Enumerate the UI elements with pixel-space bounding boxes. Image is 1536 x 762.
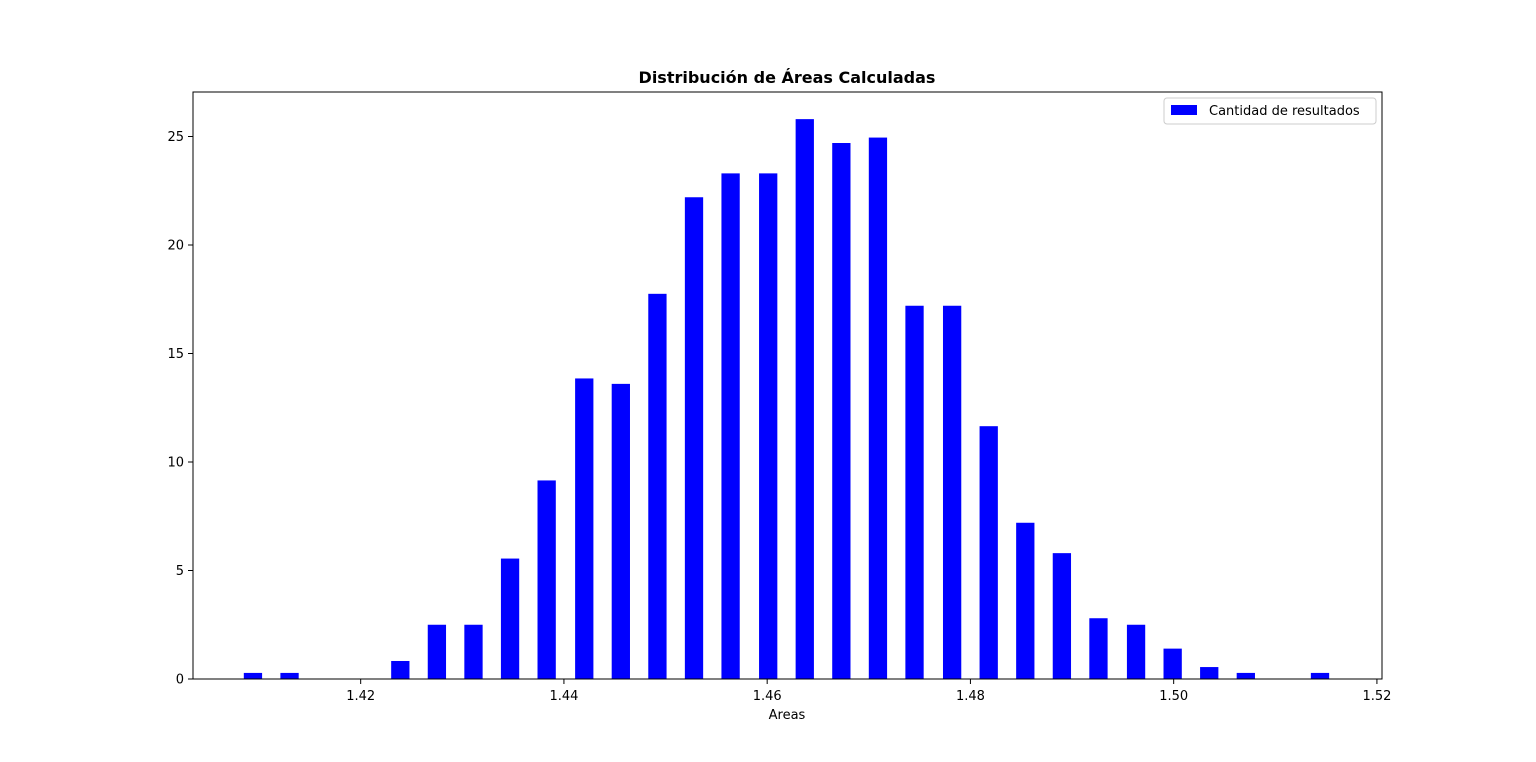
x-tick-label: 1.48 xyxy=(956,689,985,704)
bar xyxy=(427,624,447,679)
bar xyxy=(1089,618,1108,679)
bar xyxy=(1016,522,1035,679)
bar xyxy=(1200,667,1219,679)
x-tick-label: 1.46 xyxy=(753,689,782,704)
x-tick-label: 1.52 xyxy=(1362,689,1391,704)
x-axis-label: Areas xyxy=(769,708,806,723)
bar xyxy=(832,143,851,679)
y-axis-ticks: 0 5 10 15 20 25 xyxy=(167,130,193,688)
legend-box xyxy=(1163,97,1377,125)
bar xyxy=(280,672,299,679)
bar xyxy=(905,305,924,679)
bar xyxy=(721,173,740,679)
bar xyxy=(979,426,998,679)
bar xyxy=(868,137,888,679)
x-tick-label: 1.44 xyxy=(549,689,578,704)
y-tick-label: 10 xyxy=(167,455,184,470)
chart-title: Distribución de Áreas Calculadas xyxy=(639,68,936,87)
x-tick-label: 1.50 xyxy=(1159,689,1188,704)
bar xyxy=(1052,553,1072,679)
bar xyxy=(464,624,483,679)
y-tick-label: 20 xyxy=(167,238,184,253)
bar xyxy=(648,293,667,679)
legend-label: Cantidad de resultados xyxy=(1209,104,1360,119)
bar xyxy=(611,383,630,679)
bar xyxy=(537,480,556,679)
bar xyxy=(243,672,263,679)
bar xyxy=(759,173,778,679)
x-tick-label: 1.42 xyxy=(346,689,375,704)
bar-series xyxy=(243,119,1330,679)
bar xyxy=(684,197,704,679)
bar xyxy=(1126,624,1146,679)
y-tick-label: 5 xyxy=(176,564,184,579)
y-tick-label: 0 xyxy=(176,673,184,688)
bar xyxy=(500,558,520,679)
bar xyxy=(1310,672,1330,679)
bar xyxy=(391,660,410,679)
x-axis-ticks: 1.42 1.44 1.46 1.48 1.50 1.52 xyxy=(346,679,1391,704)
legend: Cantidad de resultados xyxy=(1163,97,1377,125)
bar xyxy=(1163,648,1182,679)
bar xyxy=(1236,672,1255,679)
y-tick-label: 25 xyxy=(167,130,184,145)
bar xyxy=(575,378,594,679)
legend-swatch xyxy=(1171,105,1197,115)
bar xyxy=(942,305,962,679)
plot-frame xyxy=(192,91,1383,680)
bar xyxy=(795,119,814,679)
y-tick-label: 15 xyxy=(167,347,184,362)
